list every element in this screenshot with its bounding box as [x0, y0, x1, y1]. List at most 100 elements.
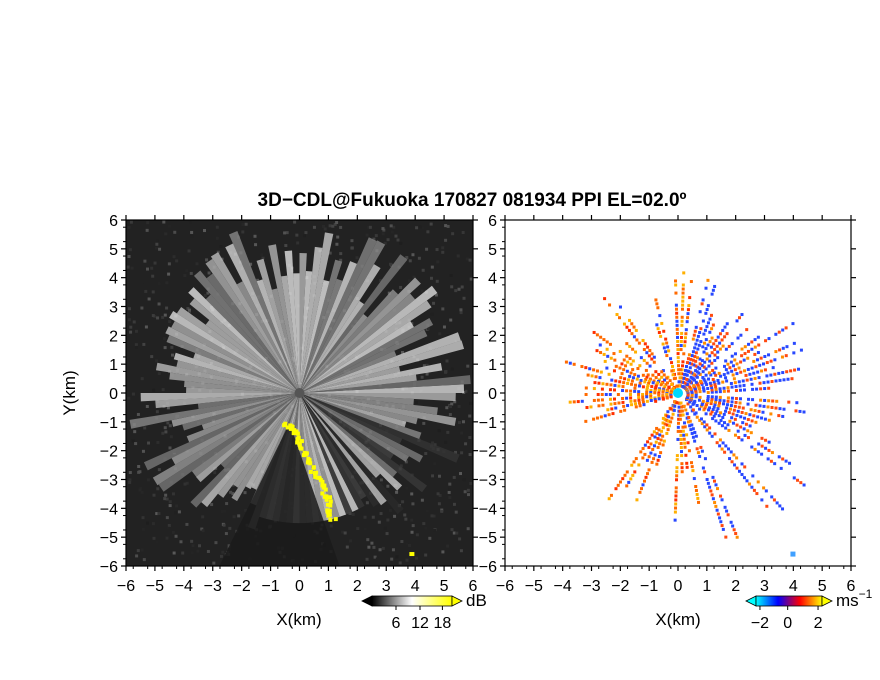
velocity-pixel: [660, 321, 664, 325]
echo-ray: [205, 294, 300, 393]
noise-pixel: [152, 536, 156, 540]
velocity-pixel: [609, 356, 613, 360]
noise-pixel: [466, 488, 470, 492]
velocity-pixel: [709, 313, 713, 317]
velocity-pixel: [750, 347, 754, 351]
velocity-pixel: [730, 385, 734, 389]
velocity-pixel: [714, 366, 718, 370]
velocity-pixel: [625, 342, 629, 346]
velocity-pixel: [665, 376, 669, 380]
velocity-pixel: [618, 480, 622, 484]
noise-pixel: [187, 308, 191, 312]
velocity-pixel: [595, 333, 599, 337]
velocity-pixel: [632, 460, 636, 464]
velocity-pixel: [726, 513, 730, 517]
velocity-pixel: [671, 373, 675, 377]
velocity-pixel: [741, 421, 745, 425]
velocity-pixel: [607, 372, 611, 376]
noise-pixel: [177, 510, 181, 514]
velocity-pixel: [663, 422, 667, 426]
echo-ray: [171, 393, 300, 465]
velocity-pixel: [771, 399, 775, 403]
velocity-pixel: [683, 368, 687, 372]
velocity-pixel: [713, 353, 717, 357]
noise-pixel: [129, 220, 133, 224]
noise-pixel: [418, 225, 422, 229]
velocity-pixel: [741, 379, 745, 383]
y-tick-label: 1: [488, 357, 497, 374]
noise-pixel: [441, 250, 445, 254]
velocity-pixel: [662, 346, 666, 350]
echo-ray: [299, 261, 357, 393]
velocity-pixel: [710, 351, 714, 355]
velocity-pixel: [612, 352, 616, 356]
noise-pixel: [241, 230, 245, 234]
velocity-pixel: [714, 483, 718, 487]
velocity-pixel: [654, 384, 658, 388]
velocity-pixel: [722, 421, 726, 425]
velocity-pixel: [633, 399, 637, 403]
noise-pixel: [220, 509, 224, 513]
velocity-pixel: [594, 375, 598, 379]
noise-pixel: [351, 512, 355, 516]
velocity-pixel: [613, 358, 617, 362]
velocity-pixel: [718, 347, 722, 351]
velocity-pixel: [680, 319, 684, 323]
noise-pixel: [146, 267, 150, 271]
noise-pixel: [389, 224, 393, 228]
noise-pixel: [136, 549, 140, 553]
noise-pixel: [128, 480, 132, 484]
velocity-pixel: [644, 368, 648, 372]
y-tick-label: 0: [488, 386, 497, 403]
echo-ray: [193, 270, 300, 393]
noise-pixel: [130, 266, 134, 270]
noise-pixel: [215, 225, 219, 229]
noise-pixel: [411, 524, 415, 528]
noise-pixel: [154, 246, 158, 250]
echo-ray: [284, 250, 300, 393]
noise-pixel: [433, 462, 437, 466]
velocity-pixel: [668, 379, 672, 383]
velocity-pixel: [645, 393, 649, 396]
velocity-pixel: [703, 406, 707, 410]
velocity-pixel: [674, 279, 678, 283]
noise-pixel: [146, 521, 150, 525]
echo-ray: [140, 393, 300, 402]
noise-pixel: [131, 439, 135, 443]
velocity-pixel: [717, 421, 721, 425]
velocity-pixel: [708, 381, 712, 385]
noise-pixel: [227, 544, 231, 548]
velocity-pixel: [681, 413, 685, 417]
noise-pixel: [129, 330, 133, 334]
velocity-pixel: [726, 371, 730, 375]
velocity-pixel: [746, 367, 750, 371]
velocity-pixel: [576, 400, 580, 404]
noise-pixel: [432, 514, 436, 518]
noise-pixel: [155, 410, 159, 414]
velocity-pixel: [645, 386, 649, 390]
velocity-pixel: [657, 454, 661, 458]
noise-pixel: [466, 364, 470, 368]
velocity-pixel: [679, 437, 683, 441]
velocity-pixel: [706, 481, 710, 485]
velocity-pixel: [718, 516, 722, 520]
velocity-pixel: [698, 331, 702, 335]
y-tick-label: 6: [109, 213, 118, 230]
velocity-pixel: [605, 366, 609, 370]
velocity-pixel: [608, 342, 612, 346]
noise-pixel: [198, 544, 202, 548]
velocity-pixel: [602, 352, 606, 356]
velocity-pixel: [770, 451, 774, 455]
velocity-pixel: [709, 383, 713, 387]
velocity-pixel: [682, 352, 686, 356]
noise-pixel: [341, 530, 345, 534]
velocity-pixel: [733, 433, 737, 437]
velocity-pixel: [760, 416, 764, 420]
velocity-pixel: [720, 524, 724, 528]
velocity-pixel: [802, 410, 806, 414]
noise-pixel: [405, 486, 409, 490]
velocity-pixel: [634, 405, 638, 409]
velocity-pixel: [628, 374, 632, 378]
velocity-pixel: [683, 340, 687, 344]
velocity-pixel: [603, 359, 607, 363]
